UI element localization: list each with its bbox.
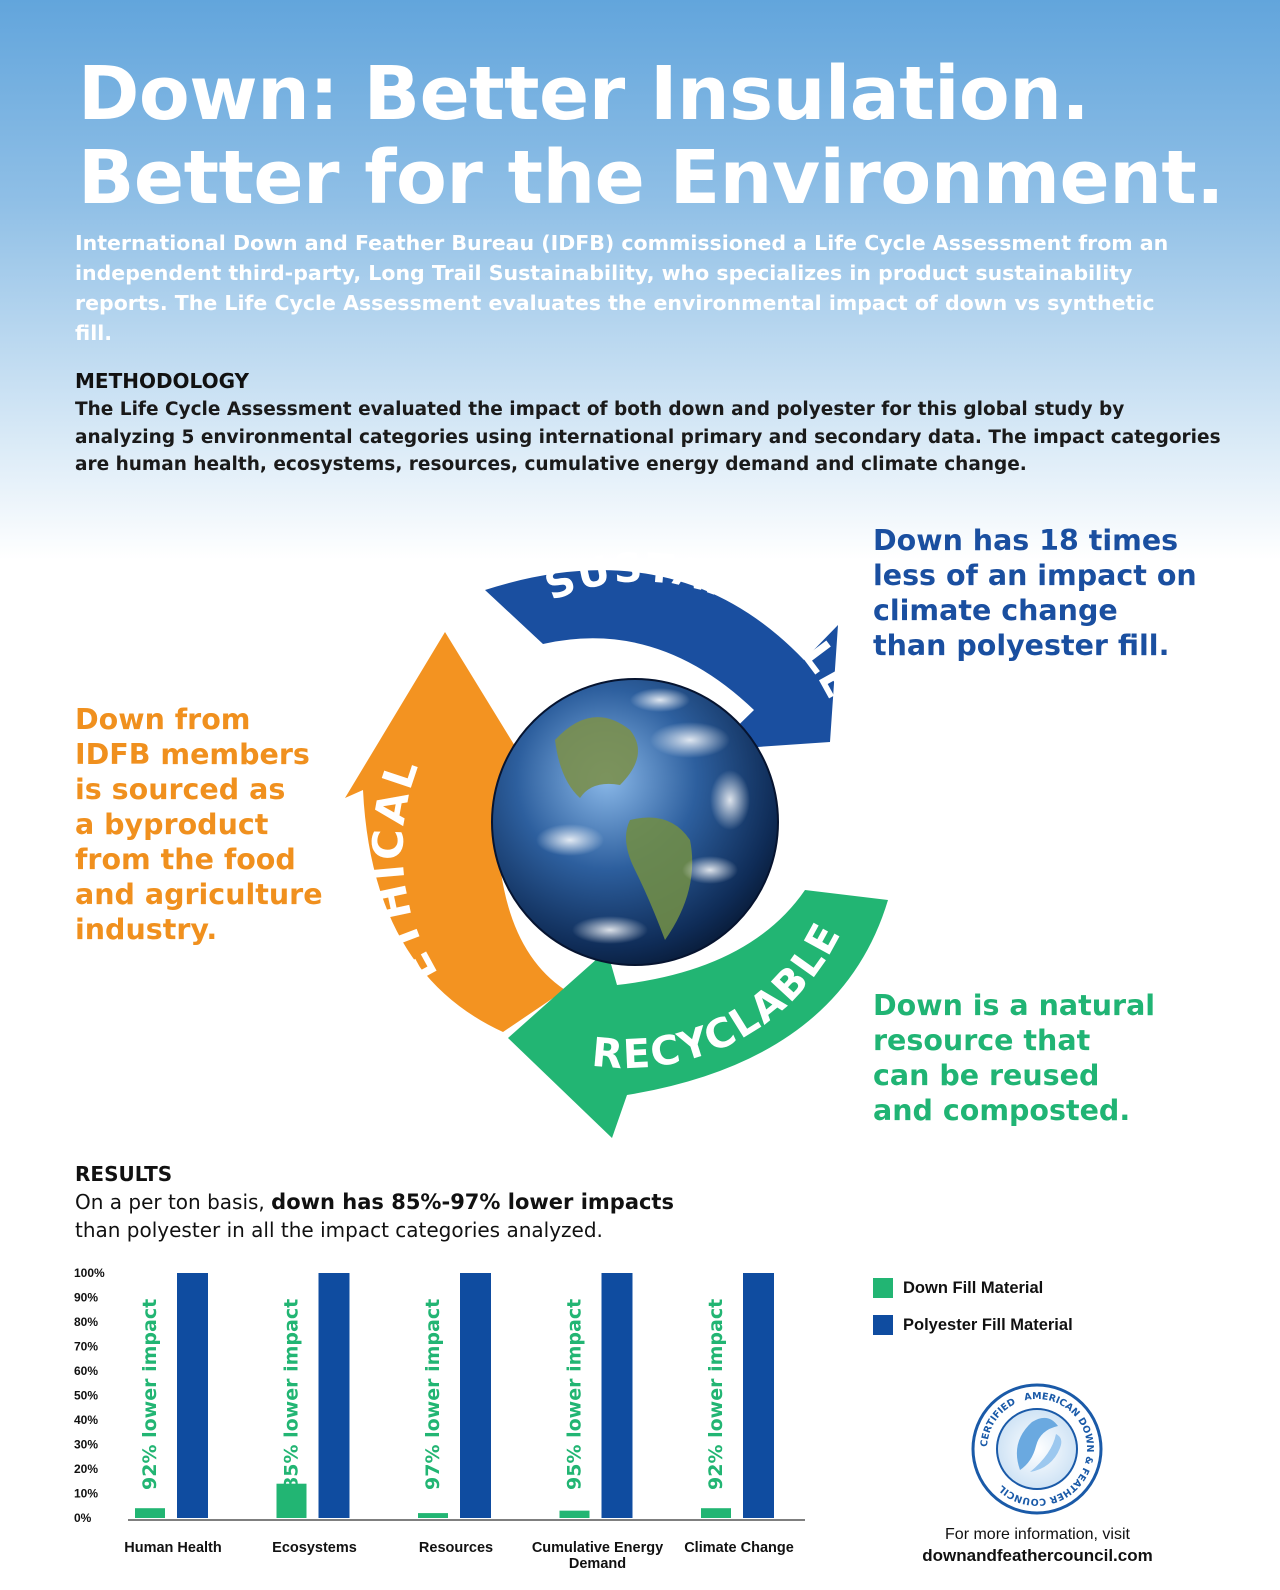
council-logo: CERTIFIED AMERICAN DOWN & FEATHER COUNCI… [971, 1383, 1103, 1515]
y-tick-label: 60% [74, 1364, 98, 1378]
footer-info: For more information, visit [945, 1526, 1130, 1543]
y-tick-label: 20% [74, 1462, 98, 1476]
bar-data-label: 92% lower impact [139, 1299, 161, 1490]
cycle-diagram: SUSTAINABLE ETHICAL RECYCLABLE [345, 545, 888, 1138]
bar-polyester [318, 1273, 350, 1518]
legend-swatch-down [873, 1278, 893, 1298]
sustainable-arrow [485, 570, 838, 750]
bar-down [276, 1483, 307, 1518]
earth-globe [491, 678, 779, 966]
x-tick-label: Ecosystems [272, 1540, 357, 1556]
results-heading: RESULTS [75, 1162, 173, 1186]
bar-polyester [743, 1273, 774, 1518]
y-tick-label: 0% [74, 1511, 92, 1525]
impact-bar-chart: 0% 10% 20% 30% 40% 50% 60% 70% 80% 90% 100% 92% low… [74, 1266, 805, 1572]
headline-line-1: Down: Better Insulation. [78, 51, 1090, 137]
x-tick-label: Resources [419, 1540, 493, 1556]
bar-down [701, 1508, 731, 1518]
methodology-heading: METHODOLOGY [75, 369, 250, 393]
x-tick-label: Cumulative Energy [532, 1540, 663, 1556]
bar-polyester [177, 1273, 208, 1518]
bar-down [135, 1508, 165, 1518]
feather-icon [1016, 1417, 1058, 1470]
headline-line-2: Better for the Environment. [78, 135, 1224, 221]
legend-item-polyester: Polyester Fill Material [873, 1315, 1073, 1335]
ethical-callout: Down from IDFB members is sourced as a b… [75, 703, 323, 946]
y-tick-label: 50% [74, 1389, 98, 1403]
bar-data-label: 95% lower impact [564, 1299, 586, 1490]
bar-polyester [601, 1273, 633, 1518]
intro-paragraph: International Down and Feather Bureau (I… [75, 231, 1169, 345]
bar-data-label: 97% lower impact [422, 1299, 444, 1490]
y-tick-label: 70% [74, 1340, 98, 1354]
results-summary: On a per ton basis, down has 85%-97% low… [75, 1190, 674, 1242]
y-tick-label: 10% [74, 1487, 98, 1501]
bar-down [418, 1513, 448, 1518]
sustainable-callout: Down has 18 times less of an impact on c… [873, 524, 1197, 662]
y-tick-label: 100% [74, 1266, 105, 1280]
chart-legend: Down Fill Material Polyester Fill Materi… [873, 1278, 1073, 1335]
bar-polyester [460, 1273, 491, 1518]
y-tick-label: 80% [74, 1315, 98, 1329]
recyclable-arrow [508, 890, 888, 1138]
x-tick-label: Demand [569, 1556, 626, 1572]
ethical-arrow [345, 632, 565, 1032]
bar-down [559, 1510, 590, 1518]
recyclable-callout: Down is a natural resource that can be r… [873, 989, 1156, 1127]
x-tick-label: Climate Change [684, 1540, 794, 1556]
y-tick-label: 30% [74, 1438, 98, 1452]
footer-link[interactable]: downandfeathercouncil.com [922, 1546, 1153, 1565]
methodology-body: The Life Cycle Assessment evaluated the … [75, 399, 1221, 475]
y-tick-label: 40% [74, 1413, 98, 1427]
legend-swatch-polyester [873, 1315, 893, 1335]
x-tick-label: Human Health [124, 1540, 222, 1556]
page-title: Down: Better Insulation. Better for the … [78, 52, 1224, 220]
bar-data-label: 92% lower impact [705, 1299, 727, 1490]
y-tick-label: 90% [74, 1291, 98, 1305]
bar-data-label: 85% lower impact [281, 1299, 303, 1490]
legend-item-down: Down Fill Material [873, 1278, 1073, 1298]
